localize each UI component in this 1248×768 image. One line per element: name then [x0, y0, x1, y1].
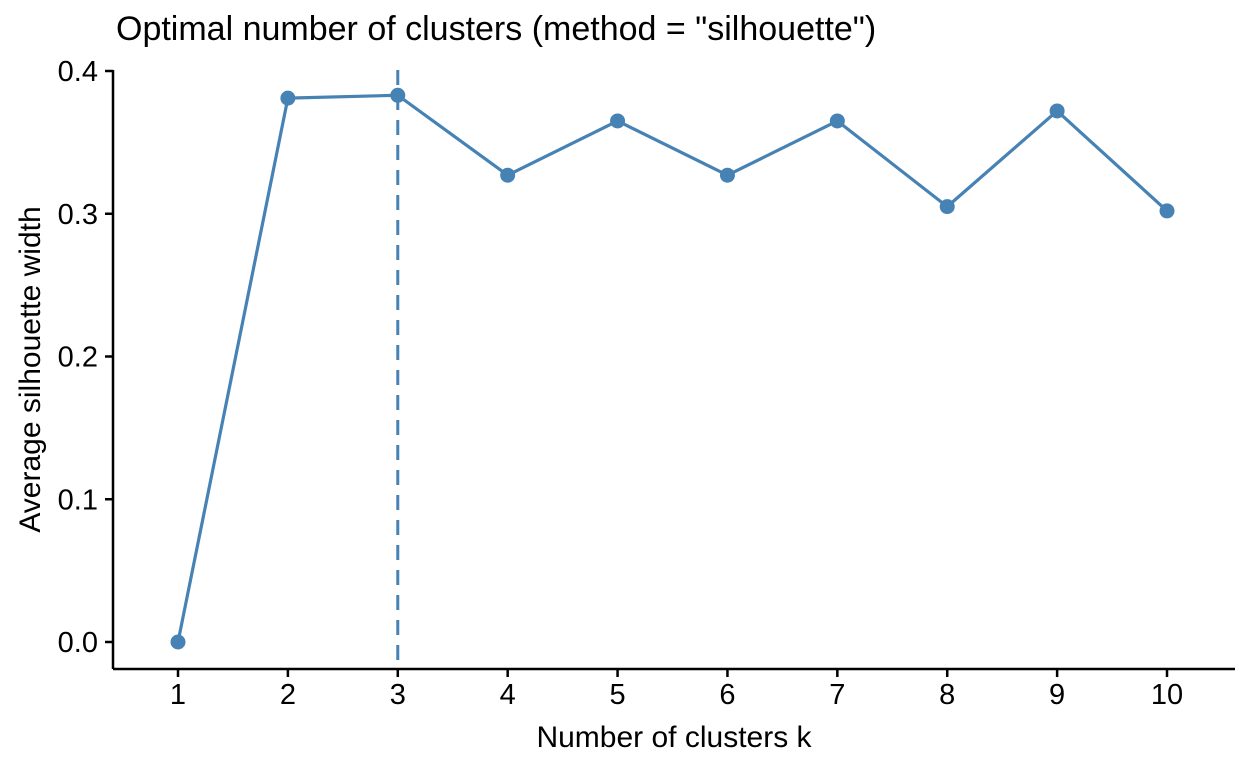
x-tick-label: 8 [939, 679, 955, 711]
chart-title: Optimal number of clusters (method = "si… [116, 10, 876, 48]
data-point-k1 [170, 634, 186, 650]
series-line [176, 93, 1169, 644]
x-tick-label: 2 [280, 679, 296, 711]
data-point-k10 [1159, 203, 1175, 219]
x-axis-title: Number of clusters k [536, 721, 812, 754]
y-tick-label: 0.1 [58, 484, 98, 516]
x-tick-label: 7 [829, 679, 845, 711]
axes: 0.0 0.1 0.2 0.3 0.4 1 2 3 4 5 6 7 8 9 10 [58, 56, 1235, 711]
data-point-k9 [1049, 103, 1065, 119]
silhouette-series [170, 87, 1175, 650]
x-tick-label: 6 [719, 679, 735, 711]
data-point-k8 [939, 199, 955, 215]
y-axis-title: Average silhouette width [14, 206, 47, 532]
y-tick-label: 0.0 [58, 627, 98, 659]
data-point-k5 [610, 113, 626, 129]
x-tick-label: 5 [609, 679, 625, 711]
data-point-k7 [829, 113, 845, 129]
x-tick-label: 10 [1151, 679, 1183, 711]
data-point-k3 [390, 87, 406, 103]
data-point-k2 [280, 90, 296, 106]
y-tick-label: 0.3 [58, 199, 98, 231]
data-point-k4 [500, 167, 516, 183]
data-point-k6 [719, 167, 735, 183]
y-tick-label: 0.4 [58, 56, 98, 88]
y-tick-label: 0.2 [58, 342, 98, 374]
x-tick-label: 3 [390, 679, 406, 711]
x-tick-label: 9 [1049, 679, 1065, 711]
x-tick-label: 4 [500, 679, 516, 711]
x-tick-label: 1 [170, 679, 186, 711]
